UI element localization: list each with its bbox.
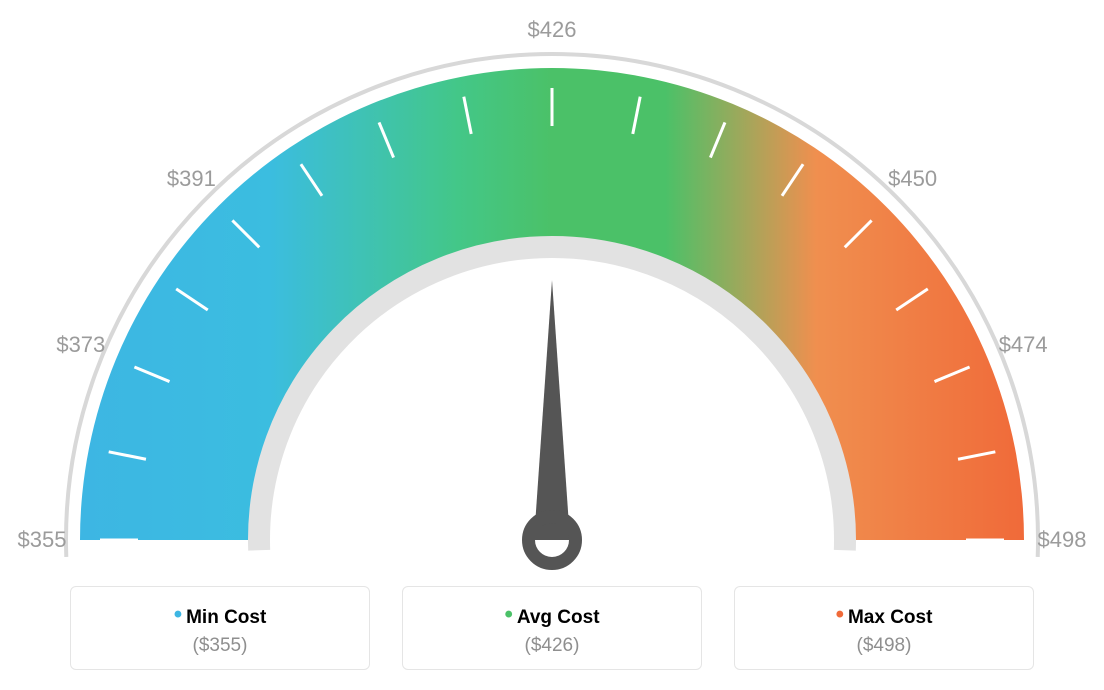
legend-min-label: Min Cost [186, 607, 266, 628]
legend-avg-value: ($426) [403, 635, 701, 657]
gauge-tick-label: $474 [999, 332, 1048, 358]
legend-avg-dot: • [504, 601, 512, 628]
gauge-svg [0, 0, 1104, 580]
legend-min-dot: • [174, 601, 182, 628]
legend-item-avg: •Avg Cost ($426) [402, 586, 702, 670]
gauge-tick-label: $355 [18, 527, 67, 553]
gauge-chart: $355 $373 $391 $426 $450 $474 $498 [0, 0, 1104, 580]
legend-min-value: ($355) [71, 635, 369, 657]
legend: •Min Cost ($355) •Avg Cost ($426) •Max C… [0, 586, 1104, 670]
legend-avg-label: Avg Cost [517, 607, 600, 628]
gauge-tick-label: $373 [56, 332, 105, 358]
legend-min-title: •Min Cost [71, 601, 369, 629]
gauge-tick-label: $391 [167, 166, 216, 192]
legend-item-min: •Min Cost ($355) [70, 586, 370, 670]
legend-max-dot: • [836, 601, 844, 628]
legend-max-label: Max Cost [848, 607, 932, 628]
legend-avg-title: •Avg Cost [403, 601, 701, 629]
gauge-tick-label: $498 [1038, 527, 1087, 553]
legend-max-title: •Max Cost [735, 601, 1033, 629]
gauge-tick-label: $426 [528, 17, 577, 43]
gauge-tick-label: $450 [888, 166, 937, 192]
legend-item-max: •Max Cost ($498) [734, 586, 1034, 670]
legend-max-value: ($498) [735, 635, 1033, 657]
